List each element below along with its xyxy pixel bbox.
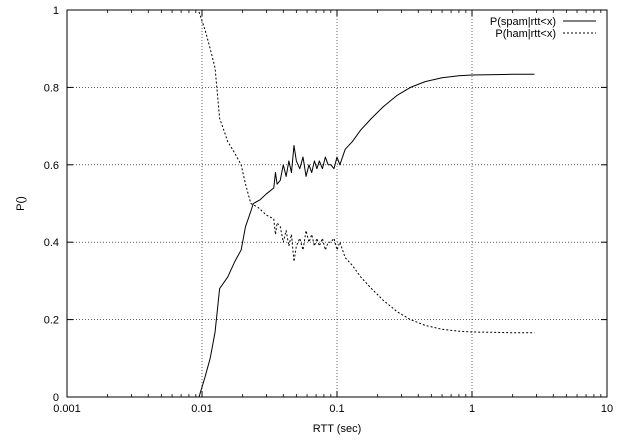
x-tick-label: 0.01 — [191, 403, 212, 415]
grid-lines — [67, 10, 607, 397]
x-tick-label: 10 — [601, 403, 613, 415]
y-tick-label: 0.8 — [44, 82, 59, 94]
legend: P(spam|rtt<x)P(ham|rtt<x) — [490, 16, 596, 40]
series-line-0 — [198, 73, 535, 398]
y-tick-label: 0.4 — [44, 237, 59, 249]
x-tick-label: 0.1 — [329, 403, 344, 415]
y-axis-title: P() — [15, 196, 27, 211]
plot-frame — [66, 9, 608, 398]
y-tick-label: 0 — [53, 392, 59, 404]
axes: 0.001 0.01 0.1 1 10 0 0.2 0.4 0.6 0.8 1 — [44, 5, 613, 415]
series-line-1 — [198, 11, 535, 334]
y-tick-label: 1 — [53, 5, 59, 17]
legend-label-0: P(spam|rtt<x) — [490, 16, 556, 28]
legend-label-1: P(ham|rtt<x) — [495, 28, 556, 40]
x-tick-label: 0.001 — [53, 403, 81, 415]
y-tick-label: 0.6 — [44, 160, 59, 172]
x-axis-title: RTT (sec) — [313, 423, 362, 435]
x-tick-label: 1 — [469, 403, 475, 415]
y-tick-label: 0.2 — [44, 315, 59, 327]
series-lines — [198, 11, 535, 398]
